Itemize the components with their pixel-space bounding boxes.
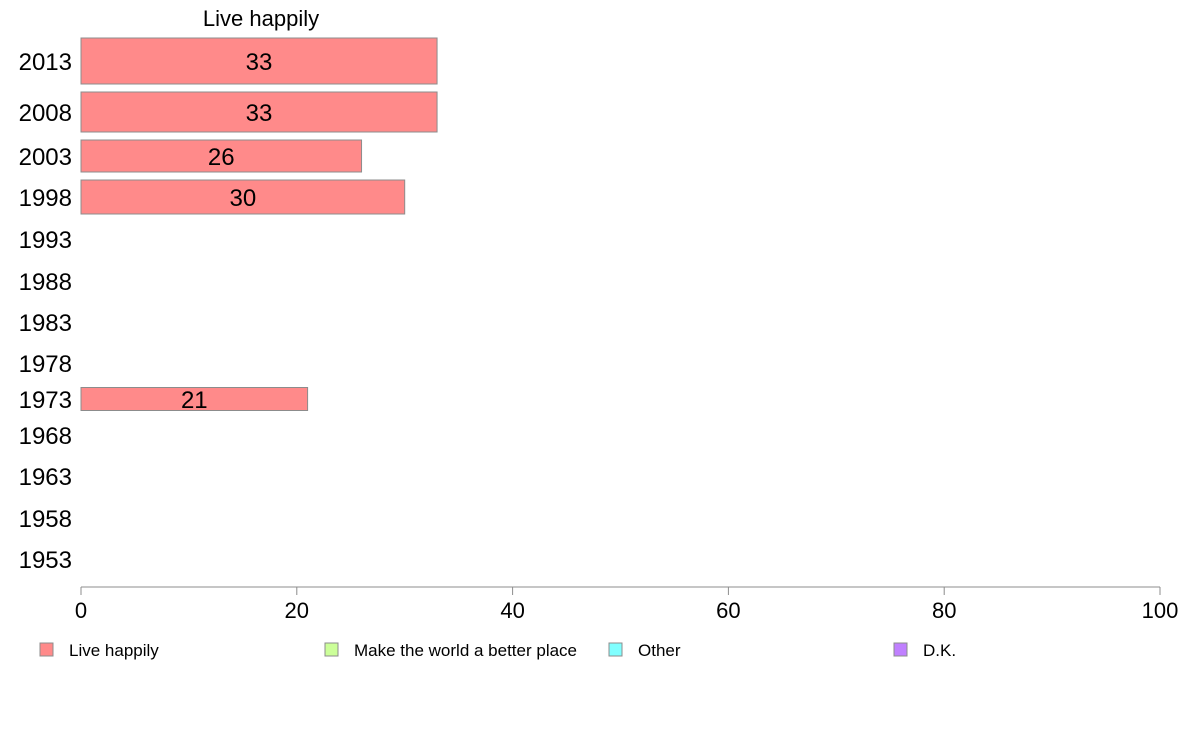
x-tick-label-100: 100 bbox=[1142, 598, 1179, 623]
legend-label: Make the world a better place bbox=[354, 641, 577, 660]
legend-label: Other bbox=[638, 641, 681, 660]
year-label-2008: 2008 bbox=[19, 100, 72, 127]
legend-swatch bbox=[608, 642, 623, 657]
year-label-1978: 1978 bbox=[19, 351, 72, 378]
bar-2003 bbox=[80, 139, 363, 173]
year-label-1963: 1963 bbox=[19, 464, 72, 491]
year-label-1958: 1958 bbox=[19, 506, 72, 533]
year-label-1953: 1953 bbox=[19, 547, 72, 574]
panel-title: Live happily bbox=[203, 6, 319, 31]
year-label-1983: 1983 bbox=[19, 310, 72, 337]
year-label-1998: 1998 bbox=[19, 185, 72, 212]
legend-swatch bbox=[39, 642, 54, 657]
legend-swatch bbox=[893, 642, 908, 657]
legend-item-1: Live happily bbox=[39, 641, 159, 660]
legend-label: Live happily bbox=[69, 641, 159, 660]
x-tick-label-0: 0 bbox=[75, 598, 87, 623]
data-labels: 33 33 26 30 21 bbox=[181, 49, 272, 414]
legend-label: D.K. bbox=[923, 641, 956, 660]
year-label-1993: 1993 bbox=[19, 227, 72, 254]
x-tick-label-40: 40 bbox=[500, 598, 524, 623]
bars bbox=[80, 37, 438, 411]
year-label-2003: 2003 bbox=[19, 144, 72, 171]
legend-swatch bbox=[324, 642, 339, 657]
bar-2013 bbox=[80, 37, 438, 85]
x-axis: 0 20 40 60 80 100 bbox=[75, 586, 1179, 623]
data-label-1998: 30 bbox=[229, 185, 256, 212]
x-tick-label-80: 80 bbox=[932, 598, 956, 623]
year-label-1973: 1973 bbox=[19, 387, 72, 414]
year-label-1968: 1968 bbox=[19, 423, 72, 450]
year-label-2013: 2013 bbox=[19, 49, 72, 76]
legend-item-4: D.K. bbox=[893, 641, 956, 660]
bar-2008 bbox=[80, 91, 438, 133]
data-label-2003: 26 bbox=[208, 144, 235, 171]
year-labels: 2013 2008 2003 1998 1993 1988 1983 1978 1973 1968… bbox=[19, 49, 72, 574]
legend-item-3: Other bbox=[608, 641, 681, 660]
bar-1998 bbox=[80, 179, 406, 215]
x-tick-label-60: 60 bbox=[716, 598, 740, 623]
x-tick-label-20: 20 bbox=[285, 598, 309, 623]
bar-1973 bbox=[80, 387, 309, 411]
data-label-1973: 21 bbox=[181, 387, 208, 414]
data-label-2013: 33 bbox=[246, 49, 273, 76]
legend: Live happily Make the world a better plac… bbox=[39, 641, 956, 660]
legend-item-2: Make the world a better place bbox=[324, 641, 577, 660]
year-label-1988: 1988 bbox=[19, 269, 72, 296]
data-label-2008: 33 bbox=[246, 100, 273, 127]
